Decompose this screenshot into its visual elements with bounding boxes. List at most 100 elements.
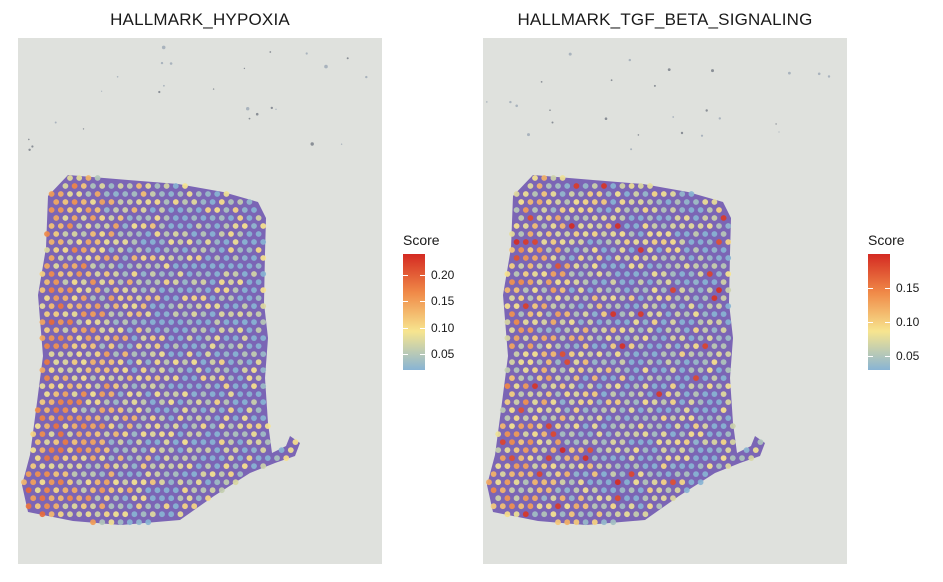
spot (260, 383, 267, 389)
spot (117, 279, 124, 285)
spot (527, 455, 534, 461)
spot (71, 471, 78, 477)
spot (131, 239, 138, 245)
spot (559, 191, 566, 197)
spot (550, 303, 557, 309)
spot (218, 295, 225, 301)
spot (191, 247, 198, 253)
spot (76, 431, 83, 437)
spot (665, 247, 672, 253)
spot (513, 367, 520, 373)
spot (720, 295, 727, 301)
spot (191, 295, 198, 301)
spot (610, 487, 617, 494)
debris-speck (324, 64, 328, 69)
debris-speck (711, 69, 714, 73)
spot (241, 383, 248, 389)
spot (94, 303, 101, 309)
spot (131, 335, 138, 341)
spot (117, 391, 124, 397)
spot (126, 327, 133, 333)
spot (670, 223, 676, 229)
spot (209, 231, 216, 237)
spot (522, 367, 529, 373)
spot (555, 263, 561, 269)
spot (145, 231, 152, 237)
spot (619, 231, 626, 237)
spot (62, 375, 69, 381)
spot (610, 183, 617, 189)
spot (720, 247, 727, 253)
spot (555, 311, 561, 317)
spot (53, 231, 60, 237)
spot (633, 335, 640, 341)
spot (140, 479, 147, 486)
spot (200, 311, 207, 317)
spot (706, 335, 713, 341)
spot (136, 391, 142, 397)
spot (651, 255, 658, 261)
spot (596, 303, 603, 309)
spot (80, 263, 87, 269)
spot (108, 311, 115, 317)
spot (260, 415, 267, 421)
spot (62, 455, 69, 461)
spot (596, 399, 603, 405)
legend-tick-label: 0.10 (431, 320, 455, 335)
legend-tick-mark (885, 322, 890, 324)
spot (149, 495, 156, 502)
spot (85, 223, 92, 229)
spot (85, 495, 92, 502)
spot (214, 383, 221, 389)
spot (168, 479, 175, 486)
spot (108, 215, 115, 221)
spot (136, 343, 142, 349)
spot (149, 287, 156, 293)
spot (605, 367, 612, 373)
debris-speck (667, 68, 671, 71)
spot (246, 279, 253, 285)
spot (122, 271, 129, 277)
legend-tick-label: 0.10 (896, 315, 920, 330)
spot (555, 247, 561, 253)
spot (647, 391, 653, 397)
spot (513, 271, 520, 277)
spot (159, 319, 165, 325)
spot (656, 375, 663, 381)
spot (85, 415, 92, 421)
spot (656, 263, 663, 269)
spot (103, 511, 110, 518)
spot (660, 335, 667, 341)
spot (136, 423, 142, 429)
spot (591, 471, 598, 477)
spot (614, 431, 621, 437)
spot (564, 519, 571, 526)
spot (642, 495, 649, 502)
spot (108, 407, 115, 413)
spot (619, 247, 626, 253)
spot (48, 479, 55, 486)
spot (702, 263, 709, 269)
spot (67, 223, 73, 229)
spot (48, 383, 55, 389)
spot (103, 191, 110, 197)
spot (550, 191, 557, 197)
spot (670, 207, 676, 213)
spot (573, 391, 580, 397)
spot (660, 463, 667, 469)
spot (177, 495, 184, 502)
spot (71, 439, 78, 445)
spot (711, 295, 718, 301)
spot (578, 399, 584, 405)
spot (195, 367, 202, 373)
spot (126, 231, 133, 237)
spot (94, 463, 101, 469)
spot (57, 367, 64, 373)
spot (513, 447, 520, 453)
spot (140, 447, 147, 453)
spot (637, 375, 644, 381)
spot (495, 495, 502, 502)
spot (702, 359, 709, 365)
spot (108, 247, 115, 253)
spot (679, 415, 686, 421)
